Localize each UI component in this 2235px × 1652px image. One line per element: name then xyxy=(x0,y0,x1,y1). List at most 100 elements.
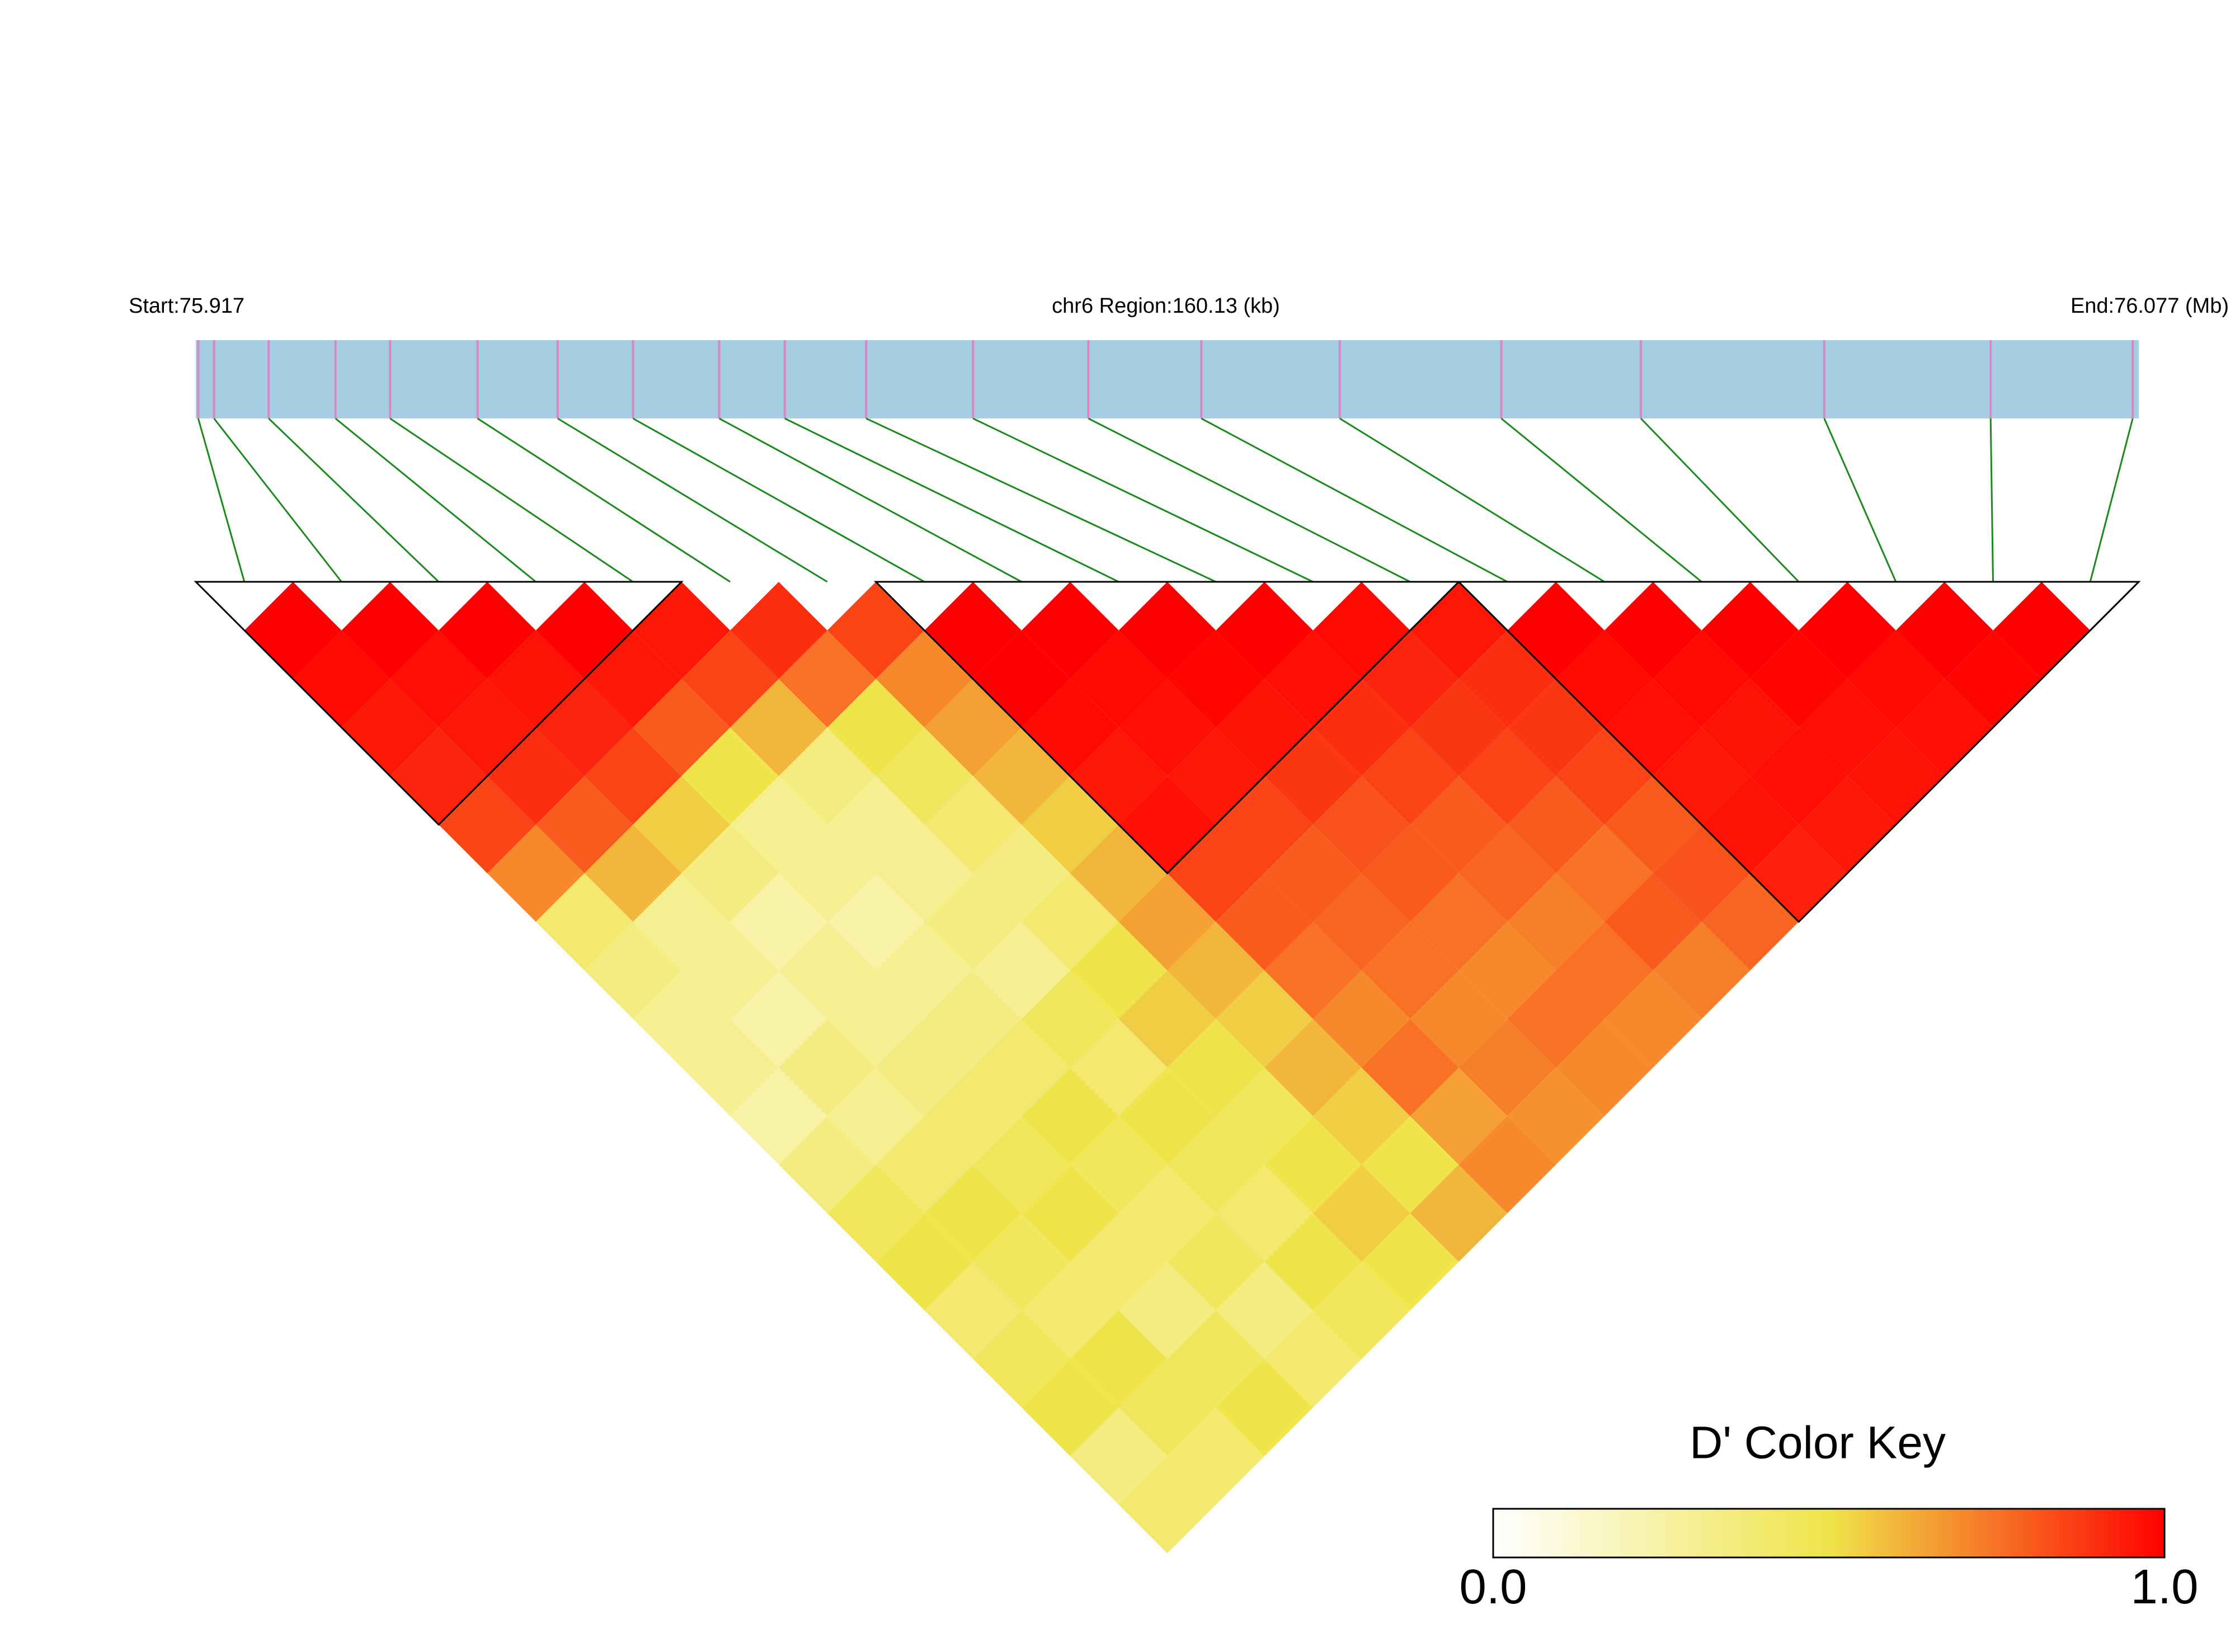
ld-cell xyxy=(1653,630,1751,728)
ld-cell xyxy=(1507,582,1605,679)
ld-cell xyxy=(390,630,487,728)
snp-link xyxy=(1989,418,1994,582)
ld-cell xyxy=(1118,1067,1216,1165)
ld-cell xyxy=(244,582,342,679)
ld-cell xyxy=(1118,970,1216,1068)
snp-link xyxy=(1500,417,1702,583)
ld-cell xyxy=(1264,727,1362,825)
ld-cell xyxy=(341,582,439,679)
ld-cell xyxy=(1361,921,1459,1019)
ld-cell xyxy=(1118,873,1216,971)
ld-block xyxy=(873,581,1461,875)
ld-cell xyxy=(1361,825,1459,922)
ld-cell xyxy=(1312,776,1410,873)
colorbar-tick-label: 1.0 xyxy=(2131,1560,2199,1614)
snp-link xyxy=(213,418,342,582)
snp-link xyxy=(2089,418,2134,582)
ld-cell xyxy=(1604,873,1702,971)
ld-cell xyxy=(1410,1067,1508,1165)
ld-cell xyxy=(1118,1262,1216,1359)
ld-cell xyxy=(924,1067,1022,1165)
ld-cell xyxy=(1750,727,1848,825)
ld-cell xyxy=(1022,1164,1119,1262)
ld-cell xyxy=(1312,970,1410,1068)
ld-cell xyxy=(1604,970,1702,1068)
ld-cell xyxy=(778,1019,876,1117)
ld-cell xyxy=(973,1213,1070,1311)
colorbar-title: D' Color Key xyxy=(1690,1418,1946,1469)
ld-cell xyxy=(1118,582,1216,679)
ld-cell xyxy=(1847,727,1945,825)
colorbar xyxy=(1492,1508,2166,1559)
snp-link xyxy=(632,417,925,583)
ld-cell xyxy=(1701,873,1799,971)
snp-link xyxy=(197,418,246,582)
ld-cell xyxy=(924,970,1022,1068)
ld-cell xyxy=(1022,776,1119,873)
ld-cell xyxy=(1118,679,1216,776)
ld-cell xyxy=(1312,1164,1410,1262)
ld-cell xyxy=(1167,1019,1265,1117)
ld-cell xyxy=(1167,1310,1265,1408)
ld-cell xyxy=(1410,970,1508,1068)
ld-cell xyxy=(1604,679,1702,776)
ld-cell xyxy=(876,1213,973,1311)
ld-cell xyxy=(1167,921,1265,1019)
ld-cell xyxy=(1167,1116,1265,1213)
ld-cell xyxy=(1556,825,1653,922)
colorbar-tick-label: 0.0 xyxy=(1460,1560,1527,1614)
snp-link xyxy=(335,417,537,583)
snp-link xyxy=(865,417,1216,583)
ld-cell xyxy=(778,921,876,1019)
ld-cell xyxy=(1604,776,1702,873)
snp-link xyxy=(477,417,731,583)
ld-cell xyxy=(1022,970,1119,1068)
ld-cell xyxy=(1556,921,1653,1019)
position-bar xyxy=(196,340,2139,418)
ld-cell xyxy=(1264,1116,1362,1213)
snp-link xyxy=(268,417,440,583)
ld-cell xyxy=(1022,873,1119,971)
ld-cell xyxy=(1022,582,1119,679)
snp-link xyxy=(1201,417,1508,583)
ld-cell xyxy=(1167,1213,1265,1311)
ld-cell xyxy=(1847,630,1945,728)
snp-link xyxy=(1823,418,1897,582)
ld-cell xyxy=(1410,776,1508,873)
ld-cell xyxy=(1507,970,1605,1068)
ld-cell xyxy=(1070,1310,1168,1408)
ld-cell xyxy=(1264,921,1362,1019)
ld-cell xyxy=(1507,873,1605,971)
ld-cell xyxy=(1410,1164,1508,1262)
ld-cell xyxy=(681,921,779,1019)
ld-cell xyxy=(681,1019,779,1117)
ld-cell xyxy=(924,776,1022,873)
ld-cell xyxy=(1022,1262,1119,1359)
ld-cell xyxy=(1410,873,1508,971)
ld-cell xyxy=(439,679,536,776)
ld-cell xyxy=(1022,679,1119,776)
ld-cell xyxy=(1022,1359,1119,1456)
snp-link xyxy=(784,417,1119,583)
ld-cell xyxy=(535,582,633,679)
ld-cell xyxy=(1507,776,1605,873)
snp-link xyxy=(1640,417,1800,583)
ld-cell xyxy=(1312,1067,1410,1165)
ld-cell xyxy=(924,582,1022,679)
ld-cell xyxy=(535,776,633,873)
ld-cell xyxy=(1312,873,1410,971)
start-label: Start:75.917 xyxy=(129,294,244,318)
ld-cell xyxy=(1361,727,1459,825)
ld-cell xyxy=(924,873,1022,971)
ld-cell xyxy=(439,776,536,873)
ld-cell xyxy=(535,873,633,971)
snp-link xyxy=(972,417,1314,583)
ld-cell xyxy=(1361,630,1459,728)
ld-cell xyxy=(1799,582,1896,679)
ld-cell xyxy=(1361,1019,1459,1117)
ld-cell xyxy=(1556,1019,1653,1117)
ld-cell xyxy=(924,1164,1022,1262)
ld-cell xyxy=(973,1310,1070,1408)
ld-cell xyxy=(778,1116,876,1213)
